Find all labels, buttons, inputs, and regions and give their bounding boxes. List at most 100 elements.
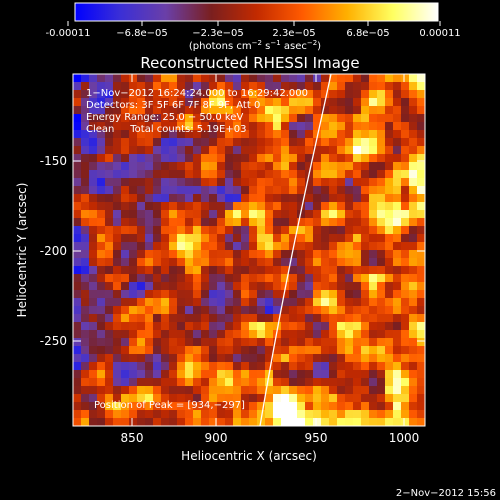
flux-pixel [401, 242, 410, 251]
flux-pixel [201, 114, 210, 123]
flux-pixel [89, 162, 98, 171]
flux-pixel [105, 226, 114, 235]
flux-pixel [129, 122, 138, 131]
flux-pixel [201, 210, 210, 219]
flux-pixel [233, 90, 242, 99]
flux-pixel [249, 362, 258, 371]
flux-pixel [233, 122, 242, 131]
flux-pixel [145, 242, 154, 251]
flux-pixel [113, 322, 122, 331]
flux-pixel [337, 258, 346, 267]
flux-pixel [417, 378, 425, 387]
flux-pixel [89, 354, 98, 363]
flux-pixel [409, 266, 418, 275]
flux-pixel [385, 410, 394, 419]
flux-pixel [209, 114, 218, 123]
flux-pixel [225, 90, 234, 99]
flux-pixel [121, 298, 130, 307]
flux-pixel [393, 226, 402, 235]
flux-pixel [81, 82, 90, 91]
flux-pixel [257, 354, 266, 363]
flux-pixel [313, 242, 322, 251]
flux-pixel [353, 242, 362, 251]
flux-pixel [129, 242, 138, 251]
flux-pixel [137, 194, 146, 203]
flux-pixel [209, 274, 218, 283]
flux-pixel [321, 250, 330, 259]
flux-pixel [161, 282, 170, 291]
flux-pixel [401, 226, 410, 235]
flux-pixel [105, 314, 114, 323]
flux-pixel [385, 178, 394, 187]
flux-pixel [121, 74, 130, 83]
flux-pixel [377, 330, 386, 339]
flux-pixel [161, 266, 170, 275]
flux-pixel [409, 418, 418, 426]
flux-pixel [281, 130, 290, 139]
flux-pixel [417, 306, 425, 315]
flux-pixel [289, 274, 298, 283]
flux-pixel [225, 122, 234, 131]
flux-pixel [265, 402, 274, 411]
flux-pixel [225, 250, 234, 259]
flux-pixel [233, 82, 242, 91]
flux-pixel [297, 226, 306, 235]
flux-pixel [337, 98, 346, 107]
flux-pixel [417, 226, 425, 235]
flux-pixel [145, 218, 154, 227]
flux-pixel [161, 338, 170, 347]
flux-pixel [249, 306, 258, 315]
flux-pixel [153, 250, 162, 259]
flux-pixel [321, 322, 330, 331]
flux-pixel [177, 178, 186, 187]
flux-pixel [353, 154, 362, 163]
flux-pixel [81, 370, 90, 379]
flux-pixel [145, 378, 154, 387]
flux-pixel [161, 90, 170, 99]
flux-pixel [241, 266, 250, 275]
flux-pixel [177, 370, 186, 379]
flux-pixel [289, 154, 298, 163]
flux-pixel [177, 170, 186, 179]
flux-pixel [209, 170, 218, 179]
flux-pixel [321, 90, 330, 99]
flux-pixel [329, 90, 338, 99]
flux-pixel [249, 298, 258, 307]
flux-pixel [257, 306, 266, 315]
flux-pixel [233, 290, 242, 299]
flux-pixel [409, 74, 418, 83]
flux-pixel [241, 90, 250, 99]
flux-pixel [169, 282, 178, 291]
flux-pixel [113, 378, 122, 387]
flux-pixel [225, 314, 234, 323]
flux-pixel [273, 394, 282, 403]
flux-pixel [265, 306, 274, 315]
flux-pixel [345, 186, 354, 195]
flux-pixel [417, 362, 425, 371]
flux-pixel [89, 378, 98, 387]
flux-pixel [233, 346, 242, 355]
flux-pixel [233, 410, 242, 419]
flux-pixel [105, 154, 114, 163]
flux-pixel [137, 162, 146, 171]
flux-pixel [257, 266, 266, 275]
flux-pixel [273, 330, 282, 339]
flux-pixel [217, 122, 226, 131]
flux-pixel [281, 410, 290, 419]
flux-pixel [409, 338, 418, 347]
flux-pixel [161, 346, 170, 355]
flux-pixel [321, 274, 330, 283]
flux-pixel [305, 194, 314, 203]
flux-pixel [265, 266, 274, 275]
flux-pixel [297, 154, 306, 163]
flux-pixel [177, 210, 186, 219]
flux-pixel [193, 82, 202, 91]
flux-pixel [73, 394, 82, 403]
flux-pixel [177, 298, 186, 307]
flux-pixel [145, 90, 154, 99]
flux-pixel [385, 82, 394, 91]
flux-pixel [409, 250, 418, 259]
flux-pixel [417, 242, 425, 251]
annotation-time-range: 1−Nov−2012 16:24:24.000 to 16:29:42.000 [86, 88, 308, 99]
flux-pixel [97, 210, 106, 219]
